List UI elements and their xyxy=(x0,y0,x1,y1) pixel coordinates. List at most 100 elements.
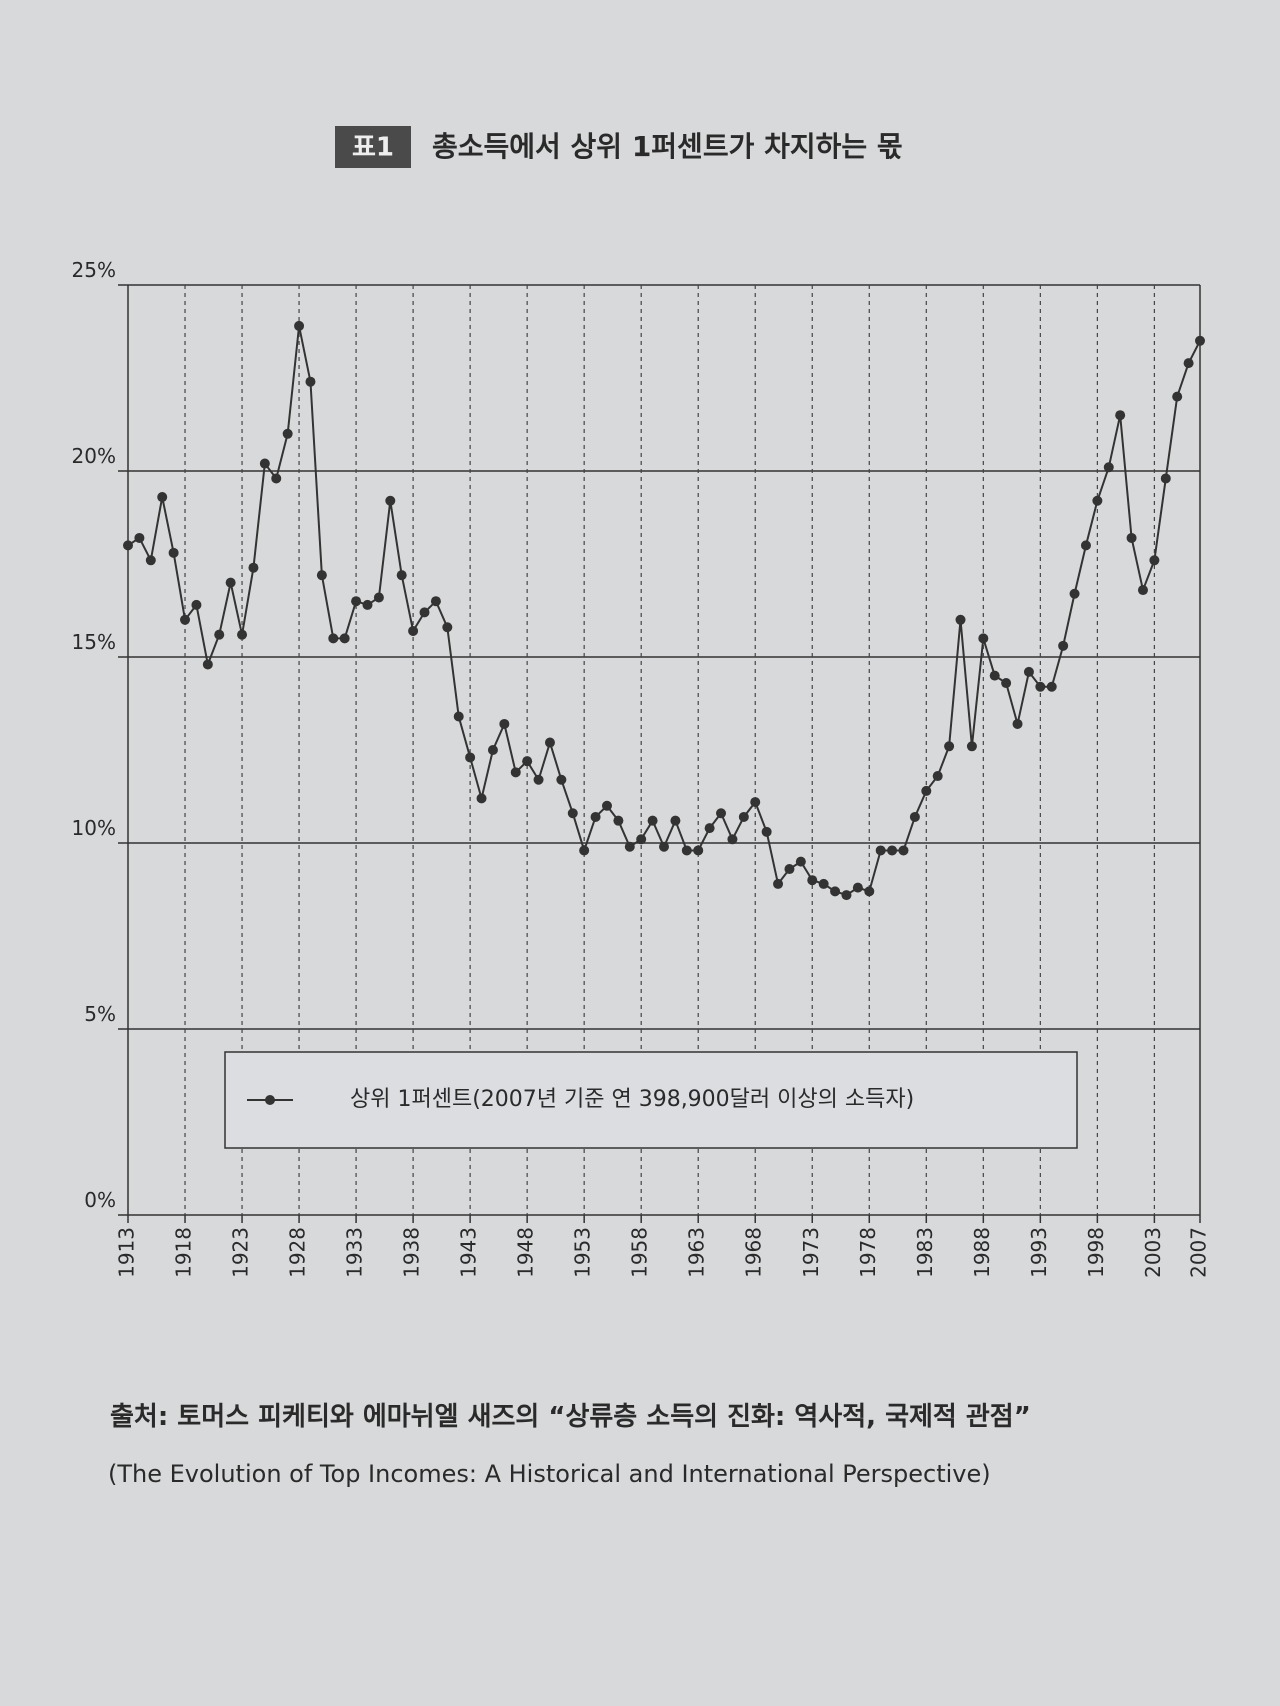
data-point xyxy=(636,834,647,845)
x-tick-label: 1923 xyxy=(229,1227,253,1278)
data-point xyxy=(567,808,578,819)
data-point xyxy=(442,622,453,633)
data-point xyxy=(351,596,362,607)
chart-title: 총소득에서 상위 1퍼센트가 차지하는 몫 xyxy=(432,130,903,163)
data-point xyxy=(659,841,669,852)
x-tick-label: 1918 xyxy=(172,1227,196,1278)
x-tick-label: 1998 xyxy=(1084,1227,1108,1278)
data-point xyxy=(898,845,909,856)
x-tick-label: 1988 xyxy=(970,1227,994,1278)
data-point xyxy=(1058,640,1069,651)
data-point xyxy=(864,886,875,897)
x-tick-label: 1973 xyxy=(799,1227,823,1278)
title-badge: 표1 xyxy=(352,133,394,163)
data-point xyxy=(282,428,293,439)
data-point xyxy=(1069,588,1080,599)
x-tick-label: 1933 xyxy=(343,1227,367,1278)
data-point xyxy=(818,878,829,889)
data-point xyxy=(738,811,749,822)
data-point xyxy=(966,741,977,752)
data-point xyxy=(624,841,635,852)
data-point xyxy=(510,767,521,778)
data-point xyxy=(373,592,384,603)
data-point xyxy=(989,670,1000,681)
data-point xyxy=(841,890,852,901)
series-line xyxy=(127,325,1201,897)
data-point xyxy=(795,856,806,867)
data-point xyxy=(955,614,966,625)
data-point xyxy=(681,845,692,856)
data-point xyxy=(852,882,863,893)
data-point xyxy=(191,599,202,610)
data-point xyxy=(1092,495,1103,506)
x-tick-label: 1948 xyxy=(514,1227,538,1278)
data-point xyxy=(430,596,441,607)
data-point xyxy=(385,495,396,506)
x-tick-label: 1928 xyxy=(286,1227,310,1278)
data-point xyxy=(1126,532,1137,543)
data-point xyxy=(750,797,761,808)
source-english: (The Evolution of Top Incomes: A Histori… xyxy=(108,1460,991,1488)
x-tick-label: 1968 xyxy=(742,1227,766,1278)
x-tick-label: 1943 xyxy=(457,1227,481,1278)
x-tick-label: 1913 xyxy=(115,1227,139,1278)
data-point xyxy=(887,845,898,856)
data-point xyxy=(875,845,886,856)
data-point xyxy=(1195,335,1205,346)
data-point xyxy=(1183,358,1194,369)
data-point xyxy=(830,886,841,897)
data-point xyxy=(237,629,248,640)
data-point xyxy=(601,800,612,811)
x-tick-label: 1953 xyxy=(571,1227,595,1278)
y-tick-label: 0% xyxy=(84,1188,116,1212)
data-point xyxy=(362,599,373,610)
data-point xyxy=(408,625,419,636)
data-point xyxy=(693,845,704,856)
data-point xyxy=(1080,540,1091,551)
data-point xyxy=(1103,462,1114,473)
data-point xyxy=(419,607,430,618)
data-point xyxy=(761,826,772,837)
data-point xyxy=(704,823,715,834)
data-point xyxy=(396,570,407,581)
legend-box xyxy=(224,1051,1078,1149)
x-tick-label: 1963 xyxy=(685,1227,709,1278)
data-point xyxy=(544,737,555,748)
data-point xyxy=(670,815,681,826)
data-point xyxy=(157,492,168,503)
data-point xyxy=(1172,391,1183,402)
data-point xyxy=(590,811,601,822)
data-point xyxy=(921,785,932,796)
data-point xyxy=(1023,666,1034,677)
data-point xyxy=(499,718,510,729)
data-point xyxy=(1115,410,1126,421)
data-point xyxy=(1160,473,1171,484)
legend-swatch-dot xyxy=(265,1095,275,1105)
data-point xyxy=(168,547,179,558)
data-point xyxy=(1137,585,1148,596)
data-point xyxy=(248,562,259,573)
data-point xyxy=(145,555,156,566)
data-point xyxy=(305,376,316,387)
data-point xyxy=(225,577,236,588)
data-point xyxy=(1001,678,1012,689)
data-point xyxy=(180,614,191,625)
data-point xyxy=(487,745,498,755)
y-tick-label: 15% xyxy=(72,630,116,654)
data-point xyxy=(134,532,145,543)
data-point xyxy=(1149,555,1160,566)
data-point xyxy=(271,473,282,484)
x-tick-label: 2007 xyxy=(1187,1227,1211,1278)
data-point xyxy=(579,845,590,856)
data-point xyxy=(259,458,270,469)
data-point xyxy=(909,811,920,822)
y-tick-label: 25% xyxy=(72,258,116,282)
y-tick-label: 20% xyxy=(72,444,116,468)
x-tick-label: 1983 xyxy=(913,1227,937,1278)
data-point xyxy=(1046,681,1057,692)
data-point xyxy=(328,633,339,644)
title-badge-box xyxy=(335,126,411,168)
data-point xyxy=(716,808,727,819)
data-point xyxy=(465,752,476,763)
